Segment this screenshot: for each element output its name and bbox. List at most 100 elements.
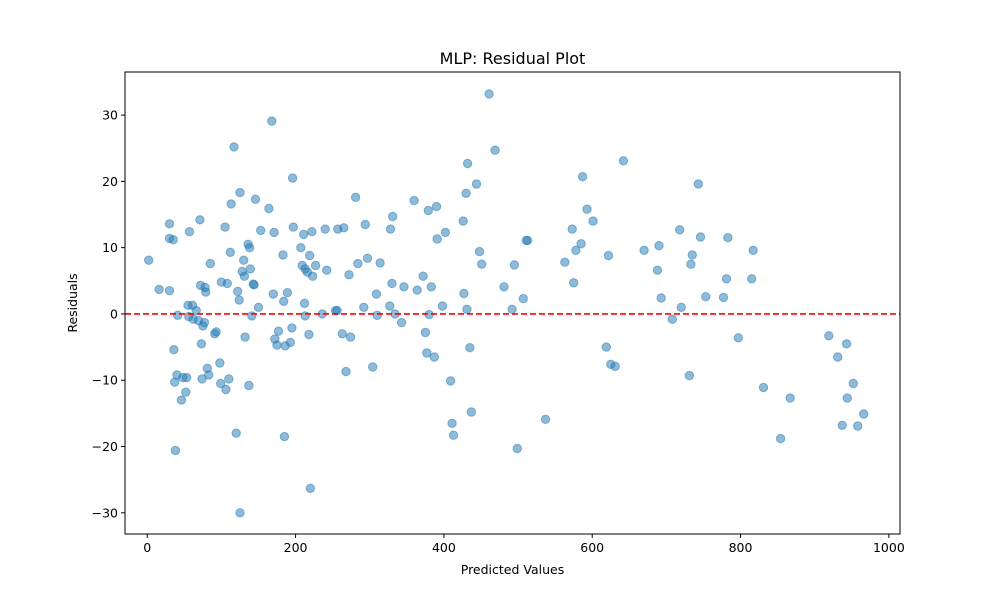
scatter-point bbox=[445, 376, 456, 386]
scatter-point bbox=[235, 508, 245, 518]
scatter-point bbox=[201, 287, 211, 297]
scatter-point bbox=[824, 331, 834, 341]
y-tick-label: 20 bbox=[102, 174, 118, 189]
scatter-point bbox=[461, 188, 471, 199]
scatter-point bbox=[307, 271, 318, 281]
scatter-point bbox=[375, 258, 385, 268]
scatter-point bbox=[215, 358, 225, 368]
x-tick-label: 600 bbox=[580, 540, 604, 555]
scatter-point bbox=[676, 302, 686, 312]
scatter-point bbox=[184, 227, 195, 237]
scatter-point bbox=[299, 229, 309, 240]
scatter-point bbox=[344, 270, 354, 280]
scatter-point bbox=[618, 156, 629, 166]
scatter-point bbox=[170, 445, 181, 456]
scatter-point bbox=[195, 215, 205, 225]
scatter-point bbox=[221, 384, 231, 395]
scatter-point bbox=[512, 443, 522, 454]
scatter-point bbox=[173, 310, 183, 320]
scatter-point bbox=[853, 421, 863, 431]
scatter-point bbox=[264, 203, 274, 214]
y-axis-ticks: −30 −20 −10 0 10 20 30 bbox=[92, 108, 125, 520]
scatter-point bbox=[610, 361, 620, 371]
scatter-point bbox=[459, 288, 469, 299]
scatter-point bbox=[368, 362, 378, 372]
scatter-point bbox=[287, 323, 297, 333]
scatter-point bbox=[305, 250, 315, 261]
scatter-point bbox=[733, 333, 743, 343]
scatter-point bbox=[332, 305, 342, 316]
scatter-point bbox=[429, 352, 439, 362]
scatter-point bbox=[747, 274, 757, 284]
scatter-point bbox=[465, 343, 475, 353]
scatter-point bbox=[399, 282, 409, 292]
scatter-point bbox=[718, 292, 729, 303]
scatter-point bbox=[509, 260, 520, 270]
scatter-point bbox=[181, 372, 192, 383]
scatter-point bbox=[748, 245, 758, 256]
scatter-point bbox=[837, 420, 847, 430]
scatter-point bbox=[848, 378, 858, 389]
scatter-point bbox=[350, 192, 361, 203]
scatter-point bbox=[412, 285, 422, 295]
scatter-point bbox=[466, 407, 476, 417]
scatter-point bbox=[272, 340, 282, 350]
scatter-point bbox=[279, 296, 289, 306]
scatter-point bbox=[471, 179, 482, 189]
scatter-point bbox=[576, 239, 586, 249]
scatter-point bbox=[518, 294, 528, 304]
scatter-point bbox=[196, 339, 207, 349]
scatter-point bbox=[341, 366, 351, 377]
plot-area bbox=[125, 72, 900, 534]
scatter-point bbox=[372, 310, 382, 320]
scatter-point bbox=[231, 428, 241, 438]
scatter-point bbox=[249, 280, 259, 290]
scatter-point bbox=[588, 216, 598, 226]
x-axis-ticks: 0 200 400 600 800 1000 bbox=[143, 534, 905, 555]
scatter-point bbox=[181, 387, 191, 397]
scatter-point bbox=[567, 224, 577, 234]
scatter-point bbox=[220, 222, 230, 232]
scatter-point bbox=[490, 145, 500, 155]
scatter-point bbox=[233, 286, 243, 297]
x-tick-label: 0 bbox=[143, 540, 151, 555]
scatter-point bbox=[240, 332, 250, 342]
scatter-point bbox=[462, 158, 473, 169]
x-tick-label: 800 bbox=[729, 540, 753, 555]
scatter-point bbox=[560, 257, 570, 267]
scatter-point bbox=[164, 219, 175, 229]
scatter-point bbox=[437, 301, 448, 311]
scatter-point bbox=[222, 278, 233, 289]
y-tick-label: 30 bbox=[102, 108, 118, 123]
scatter-point bbox=[385, 301, 395, 311]
y-tick-label: 10 bbox=[102, 240, 118, 255]
scatter-point bbox=[432, 234, 442, 244]
scatter-point bbox=[305, 483, 316, 493]
scatter-point bbox=[191, 305, 201, 316]
scatter-point bbox=[474, 246, 485, 257]
scatter-point bbox=[842, 393, 852, 403]
scatter-point bbox=[387, 278, 397, 289]
scatter-point bbox=[307, 227, 317, 237]
scatter-point bbox=[322, 265, 332, 275]
scatter-point bbox=[144, 255, 154, 265]
scatter-point bbox=[684, 370, 695, 381]
scatter-point bbox=[234, 295, 244, 305]
scatter-point bbox=[353, 258, 363, 269]
scatter-point bbox=[701, 292, 711, 302]
scatter-point bbox=[577, 172, 588, 182]
scatter-point bbox=[268, 289, 278, 299]
scatter-point bbox=[447, 418, 457, 428]
scatter-point bbox=[273, 326, 284, 336]
scatter-point bbox=[458, 216, 468, 226]
scatter-point bbox=[785, 393, 795, 403]
scatter-point bbox=[601, 342, 611, 352]
scatter-point bbox=[204, 370, 214, 380]
scatter-point bbox=[300, 311, 310, 321]
scatter-point bbox=[359, 302, 369, 312]
scatter-point bbox=[420, 327, 431, 338]
scatter-point bbox=[675, 225, 685, 235]
scatter-point bbox=[169, 345, 179, 355]
scatter-point bbox=[371, 289, 382, 299]
scatter-point bbox=[523, 235, 533, 246]
